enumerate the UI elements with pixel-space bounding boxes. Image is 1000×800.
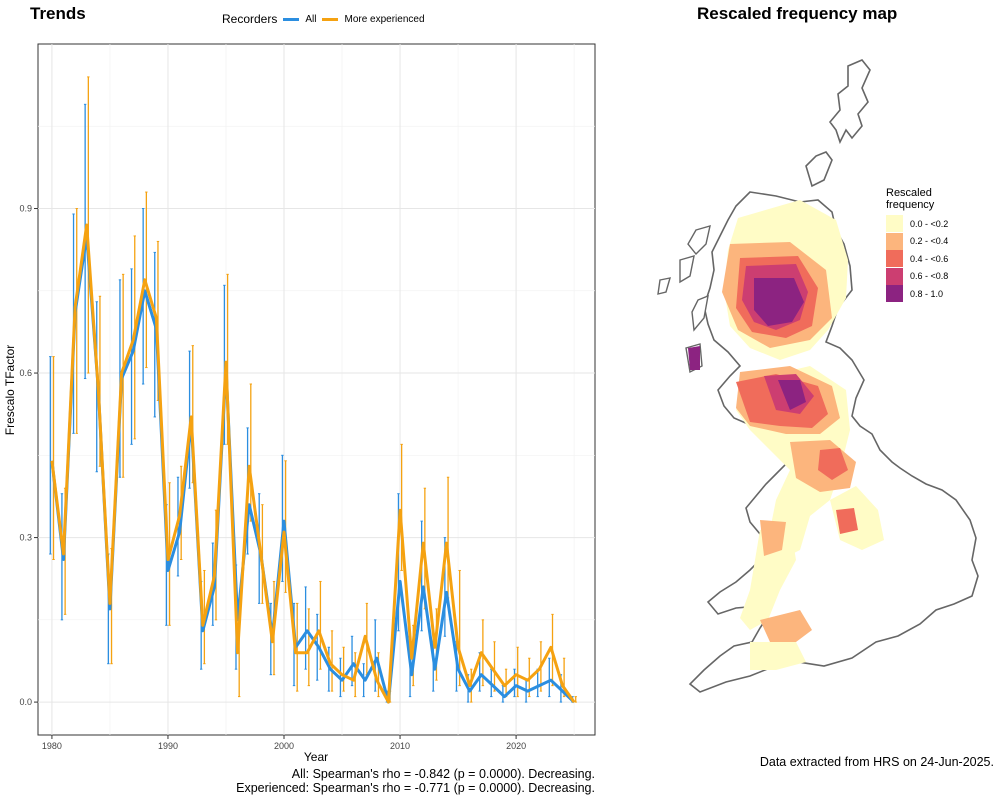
frequency-map xyxy=(657,59,979,693)
map-legend-item: 0.8 - 1.0 xyxy=(886,285,948,303)
x-tick-label: 2000 xyxy=(274,741,294,751)
legend-experienced-key xyxy=(322,17,339,21)
grid xyxy=(38,44,595,735)
map-legend-label: 0.6 - <0.8 xyxy=(910,271,949,282)
legend-title: Recorders xyxy=(222,12,278,26)
y-tick-label: 0.6 xyxy=(19,368,32,378)
axis-ticks: 0.0 0.3 0.6 0.9 1980 1990 2000 2010 2020 xyxy=(19,204,526,751)
map-legend-title-1: Rescaled xyxy=(886,187,932,199)
map-legend-swatch xyxy=(886,250,903,268)
legend-all-label: All xyxy=(305,13,317,25)
trends-title: Trends xyxy=(30,4,86,23)
map-legend-swatch xyxy=(886,267,903,285)
series-lines xyxy=(50,223,576,704)
y-tick-label: 0.0 xyxy=(19,697,32,707)
y-tick-label: 0.9 xyxy=(19,204,32,214)
x-axis-label: Year xyxy=(304,750,328,764)
gb-outline xyxy=(688,59,979,693)
x-tick-label: 2010 xyxy=(390,741,410,751)
legend-experienced-label: More experienced xyxy=(344,13,425,25)
map-legend-label: 0.8 - 1.0 xyxy=(910,288,944,299)
west-isles-outline xyxy=(657,225,711,374)
map-legend-swatch xyxy=(886,232,903,250)
x-tick-label: 2020 xyxy=(506,741,526,751)
x-tick-label: 1980 xyxy=(42,741,62,751)
stats-experienced: Experienced: Spearman's rho = -0.771 (p … xyxy=(236,781,595,795)
frequency-fill xyxy=(688,200,884,670)
map-legend-item: 0.4 - <0.6 xyxy=(886,250,948,268)
map-legend-label: 0.0 - <0.2 xyxy=(910,218,949,229)
series-line-experienced xyxy=(50,223,576,704)
trend-chart: 0.0 0.3 0.6 0.9 1980 1990 2000 2010 2020 Year Fr… xyxy=(3,43,596,764)
map-legend-title-2: frequency xyxy=(886,199,935,211)
map-legend: Rescaled frequency 0.0 - <0.2 0.2 - <0.4 0… xyxy=(886,187,948,303)
y-tick-label: 0.3 xyxy=(19,533,32,543)
stats-all: All: Spearman's rho = -0.842 (p = 0.0000… xyxy=(291,767,595,781)
stats-text: All: Spearman's rho = -0.842 (p = 0.0000… xyxy=(200,767,595,795)
data-source-note: Data extracted from HRS on 24-Jun-2025. xyxy=(759,755,994,769)
chart-legend: Recorders All More experienced xyxy=(222,12,425,26)
map-legend-swatch xyxy=(886,285,903,303)
map-legend-swatch xyxy=(886,215,903,233)
map-legend-item: 0.6 - <0.8 xyxy=(886,267,949,286)
map-legend-item: 0.0 - <0.2 xyxy=(886,215,948,233)
map-title: Rescaled frequency map xyxy=(697,4,898,23)
map-legend-label: 0.2 - <0.4 xyxy=(910,236,949,247)
map-legend-label: 0.4 - <0.6 xyxy=(910,253,949,264)
y-axis-label: Frescalo TFactor xyxy=(3,345,17,435)
x-tick-label: 1990 xyxy=(158,741,178,751)
map-legend-item: 0.2 - <0.4 xyxy=(886,232,949,251)
legend-all-key xyxy=(283,17,300,21)
